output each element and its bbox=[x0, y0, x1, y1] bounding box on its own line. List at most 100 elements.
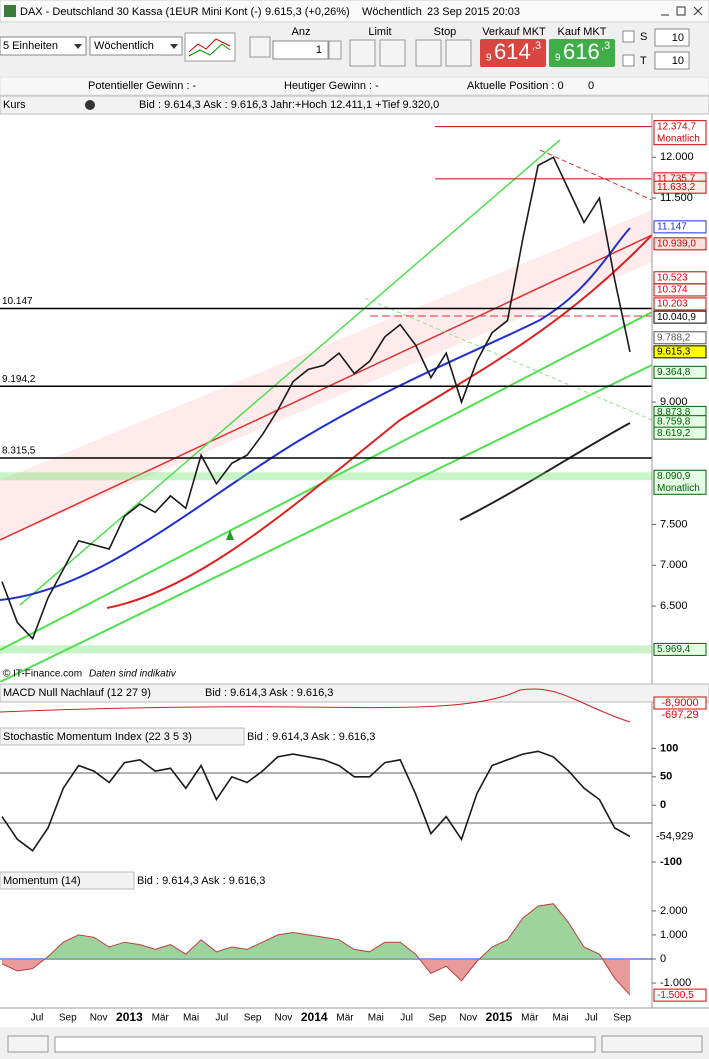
price-plot bbox=[0, 126, 652, 682]
y-tick-label: 12.000 bbox=[660, 151, 694, 163]
dropdown-arrow bbox=[170, 44, 178, 49]
s-input[interactable] bbox=[654, 28, 690, 47]
s-value: 10 bbox=[672, 32, 684, 44]
level-label: 8.315,5 bbox=[2, 446, 36, 457]
trendline bbox=[0, 234, 652, 541]
disclaimer: Daten sind indikativ bbox=[89, 669, 177, 680]
x-tick-label: Mär bbox=[152, 1013, 170, 1024]
price-badge bbox=[653, 220, 707, 234]
price-line bbox=[1, 903, 631, 996]
last-badge bbox=[653, 988, 707, 1002]
chart-header bbox=[0, 95, 709, 115]
price-line bbox=[1, 750, 631, 852]
x-tick-label: Mär bbox=[521, 1013, 539, 1024]
price-label: 10.203 bbox=[657, 299, 688, 310]
x-tick-label: Sep bbox=[613, 1013, 631, 1024]
price-label: 12.374,7 bbox=[657, 121, 696, 132]
anz-label: Anz bbox=[292, 26, 311, 38]
x-tick-label: Nov bbox=[275, 1013, 293, 1024]
price-label: 10.374 bbox=[657, 285, 688, 296]
stoch-header bbox=[0, 727, 245, 746]
tool-button[interactable] bbox=[249, 36, 271, 58]
price-zone bbox=[0, 472, 652, 481]
sell-button[interactable] bbox=[480, 39, 546, 67]
limit-buy[interactable] bbox=[349, 39, 376, 67]
price-label: 10.939,0 bbox=[657, 238, 696, 249]
level-label: 10.147 bbox=[2, 296, 33, 307]
macd-line bbox=[0, 688, 631, 723]
dropdown-arrow bbox=[74, 44, 82, 49]
price-label: 8.619,2 bbox=[657, 428, 691, 439]
trendline bbox=[0, 364, 652, 682]
spinner[interactable] bbox=[328, 40, 342, 60]
position-b: 0 bbox=[588, 80, 594, 92]
x-tick-label: Jul bbox=[585, 1013, 598, 1024]
x-tick-label: Nov bbox=[459, 1013, 477, 1024]
units-text: 5 Einheiten bbox=[3, 40, 58, 52]
price-badge bbox=[653, 120, 707, 146]
price-label: 10.523 bbox=[657, 272, 688, 283]
macd-title: MACD Null Nachlauf (12 27 9) bbox=[3, 687, 151, 699]
trendline bbox=[539, 149, 652, 201]
trendline bbox=[19, 139, 561, 606]
t-checkbox[interactable] bbox=[622, 54, 635, 67]
today-gain: Heutiger Gewinn : - bbox=[284, 80, 379, 92]
nav-buttons[interactable] bbox=[7, 1035, 49, 1053]
y-tick-label: 0 bbox=[660, 799, 666, 811]
price-badge bbox=[653, 310, 707, 324]
x-tick-label: Jul bbox=[400, 1013, 413, 1024]
potential-gain: Potentieller Gewinn : - bbox=[88, 80, 197, 92]
signal-arrow bbox=[226, 530, 234, 540]
price-badge bbox=[653, 345, 707, 359]
macd-label-a: -8,9000 bbox=[661, 697, 698, 709]
price-label-sub: Monatlich bbox=[657, 483, 700, 494]
maximize[interactable] bbox=[676, 6, 686, 16]
x-tick-label: Jul bbox=[31, 1013, 44, 1024]
price-badge bbox=[653, 426, 707, 440]
y-tick-label: 9.000 bbox=[660, 396, 688, 408]
price-label: 11.147 bbox=[657, 222, 687, 233]
buy-label: Kauf MKT bbox=[558, 26, 607, 38]
indicator-button[interactable] bbox=[184, 32, 236, 62]
price-badge bbox=[653, 365, 707, 379]
t-input[interactable] bbox=[654, 51, 690, 70]
units-select[interactable] bbox=[0, 36, 87, 56]
scrollbar[interactable] bbox=[54, 1036, 596, 1053]
zoom-buttons[interactable] bbox=[601, 1035, 703, 1053]
x-tick-label: Mär bbox=[336, 1013, 354, 1024]
y-tick-label: 7.000 bbox=[660, 559, 688, 571]
window-controls bbox=[661, 6, 703, 16]
x-tick-label: Mai bbox=[183, 1013, 199, 1024]
buy-small: 9 bbox=[555, 53, 561, 64]
price-line bbox=[1, 156, 631, 641]
stop-label: Stop bbox=[434, 26, 457, 38]
y-tick-label: 2.000 bbox=[660, 905, 688, 917]
close[interactable] bbox=[693, 6, 703, 16]
price-label: 8.759,8 bbox=[657, 416, 691, 427]
chart-header-label: Kurs bbox=[3, 99, 26, 111]
price-badge bbox=[653, 331, 707, 345]
close-icon[interactable] bbox=[85, 100, 95, 110]
anz-input[interactable] bbox=[272, 40, 329, 60]
price-label: 11.735,7 bbox=[657, 173, 696, 184]
price-label: 8.873,8 bbox=[657, 407, 691, 418]
buy-big: 616 bbox=[563, 39, 600, 64]
title-bar bbox=[0, 0, 709, 23]
price-label: 9.788,2 bbox=[657, 332, 691, 343]
stop-sell[interactable] bbox=[445, 39, 472, 67]
s-checkbox[interactable] bbox=[622, 30, 635, 43]
stop-buy[interactable] bbox=[415, 39, 442, 67]
trendline bbox=[364, 297, 652, 421]
limit-sell[interactable] bbox=[379, 39, 406, 67]
position: Aktuelle Position : 0 bbox=[467, 80, 564, 92]
buy-button[interactable] bbox=[549, 39, 615, 67]
period-select[interactable] bbox=[89, 36, 183, 56]
moving-average bbox=[0, 227, 631, 601]
price-label: 10.040,9 bbox=[657, 312, 696, 323]
y-tick-label: 6.500 bbox=[660, 600, 688, 612]
t-value: 10 bbox=[672, 55, 684, 67]
sell-big: 614 bbox=[494, 39, 531, 64]
window-title: DAX - Deutschland 30 Kassa (1EUR Mini Ko… bbox=[20, 6, 261, 18]
